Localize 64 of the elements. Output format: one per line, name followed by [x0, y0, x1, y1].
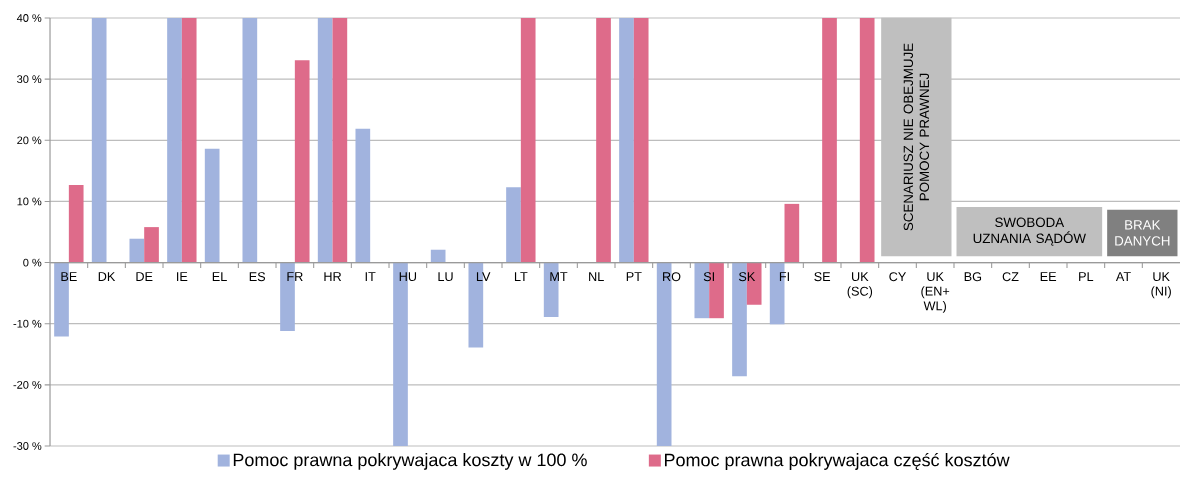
x-tick-label: SK [738, 272, 756, 282]
x-tick-label: LU [438, 272, 453, 282]
bar [430, 249, 446, 263]
x-tick-label: LT [514, 272, 528, 281]
x-tick-label: SI [703, 272, 714, 282]
bar [204, 148, 220, 263]
band-label: BRAK DANYCH [1115, 220, 1170, 246]
x-tick-label: UK (EN+WL) [921, 272, 950, 313]
bar [129, 238, 145, 263]
bar [317, 18, 333, 263]
x-tick-label: ES [249, 272, 266, 282]
band-label: SWOBODA UZNANIA SĄDÓW [973, 217, 1086, 246]
y-tick-label: 20 % [17, 136, 42, 145]
y-tick-label: 30 % [17, 75, 42, 84]
x-tick-label: FI [779, 272, 789, 281]
y-tick-label: -10 % [13, 319, 42, 328]
x-tick-label: UK (NI) [1151, 272, 1171, 299]
x-tick-label: UK (SC) [847, 272, 873, 299]
x-tick-label: DK [98, 272, 116, 281]
y-tick-label: -30 % [13, 442, 42, 450]
bar [520, 18, 536, 263]
x-tick-label: DE [136, 272, 153, 281]
y-tick-label: 40 % [16, 14, 42, 22]
x-tick-label: HR [324, 272, 342, 281]
band-label: SCENARIUSZ NIE OBEJMUJE POMOCY PRAWNEJ [903, 43, 930, 231]
x-tick-label: MT [550, 272, 568, 281]
bar [144, 227, 159, 263]
legend-label: Pomoc prawna pokrywajaca część kosztów [664, 452, 1010, 470]
x-tick-label: NL [589, 272, 604, 281]
x-tick-label: RO [663, 272, 681, 282]
bar [167, 18, 182, 263]
bar [294, 60, 310, 263]
x-tick-label: LV [476, 272, 491, 281]
x-tick-label: BE [61, 272, 77, 281]
x-tick-label: EL [212, 272, 227, 281]
bar [332, 18, 348, 263]
x-tick-label: HU [399, 272, 417, 282]
x-tick-label: SE [814, 272, 831, 282]
legend-label: Pomoc prawna pokrywajaca koszty w 100 % [233, 453, 587, 470]
x-tick-label: BG [964, 272, 982, 282]
x-tick-label: AT [1115, 272, 1131, 281]
bar [859, 18, 875, 263]
bar [784, 203, 800, 263]
bar [619, 18, 634, 263]
x-tick-label: PL [1079, 272, 1094, 281]
bar [596, 18, 611, 263]
y-tick-label: -20 % [13, 380, 42, 389]
x-tick-label: FR [287, 272, 303, 281]
x-tick-label: EE [1040, 272, 1057, 281]
y-tick-label: 10 % [17, 197, 42, 206]
x-tick-label: PT [626, 272, 642, 281]
bar [506, 187, 521, 263]
bar [68, 184, 84, 263]
x-tick-label: IE [177, 272, 188, 281]
bar [822, 18, 837, 263]
bar [181, 18, 197, 263]
bar [633, 18, 649, 263]
bar [355, 128, 371, 263]
x-tick-label: IT [365, 272, 376, 281]
bar [242, 18, 258, 263]
bar [91, 18, 107, 263]
x-tick-label: CY [889, 272, 907, 282]
y-tick-label: 0 % [23, 258, 42, 267]
x-tick-label: CZ [1002, 272, 1019, 282]
